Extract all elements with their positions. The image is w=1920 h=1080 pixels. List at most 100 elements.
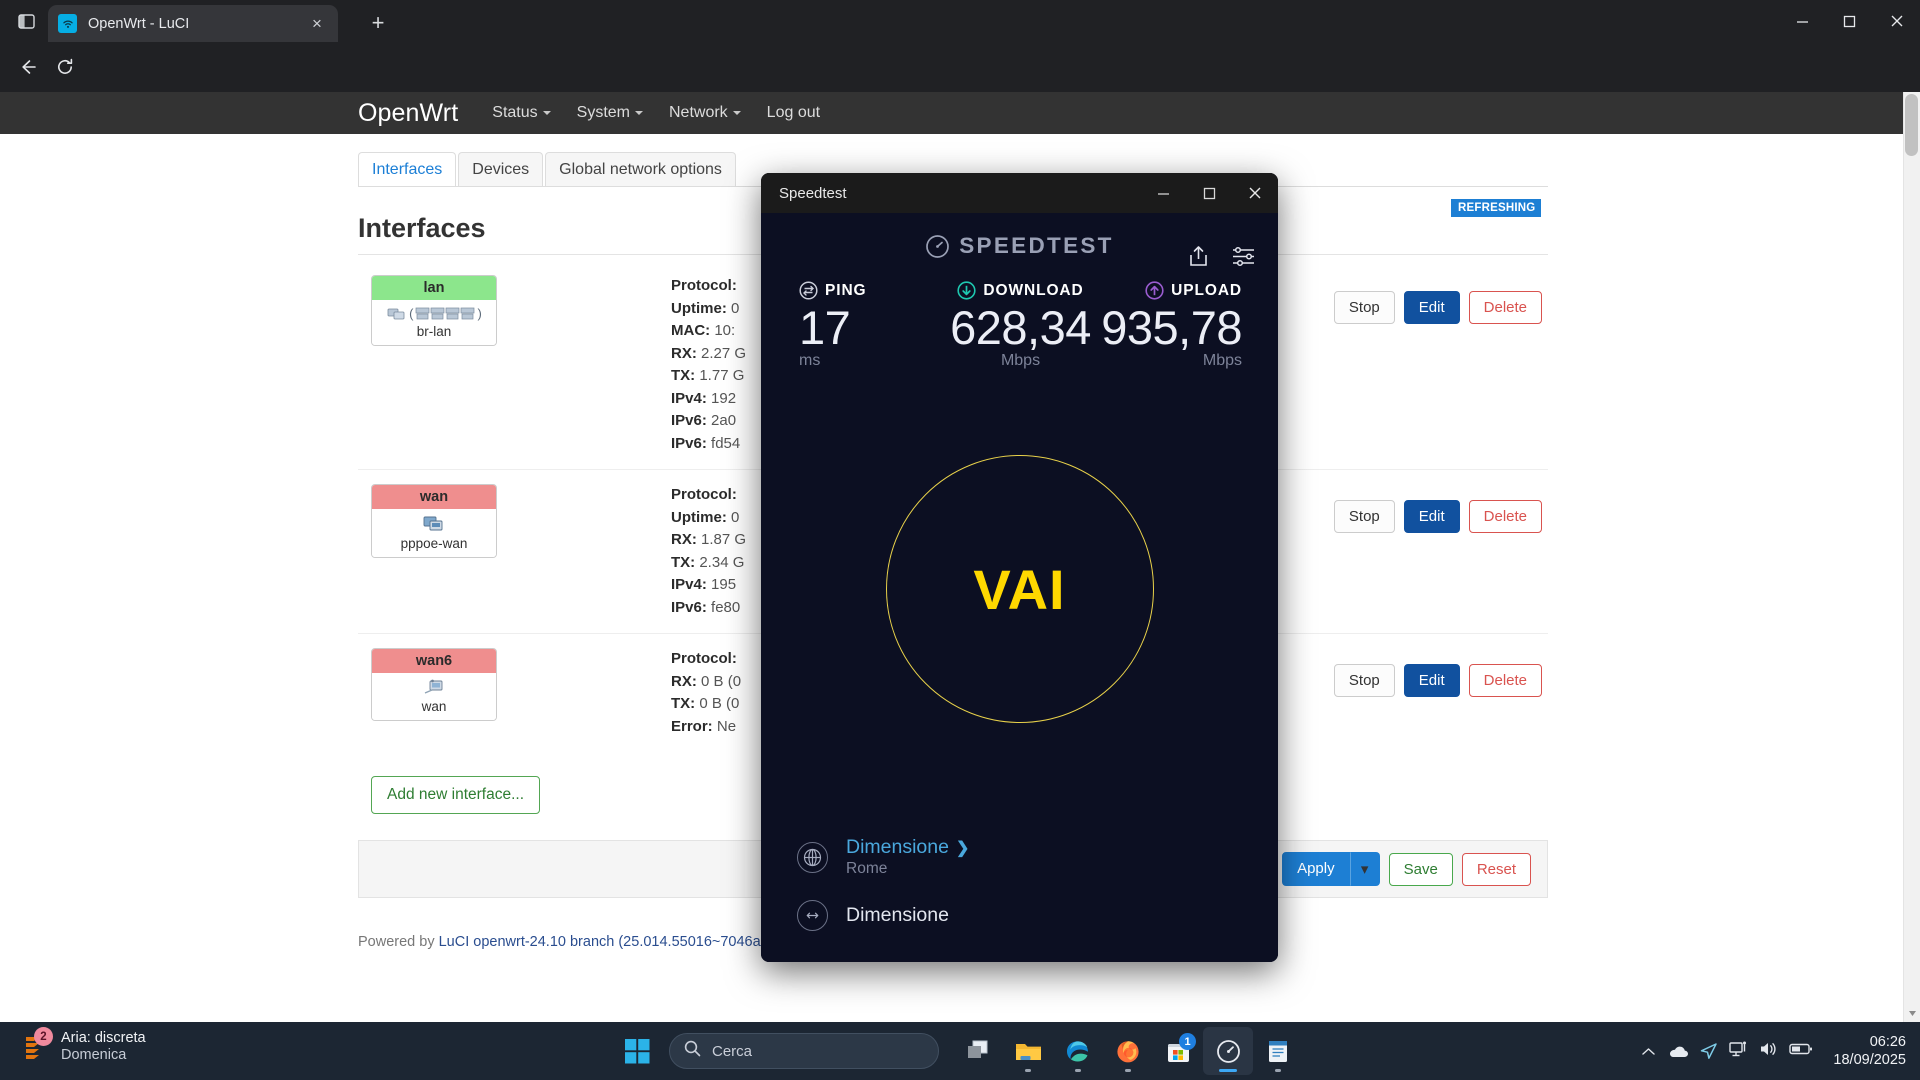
detail-key: TX: bbox=[671, 695, 696, 712]
server-label: Dimensione bbox=[846, 836, 949, 858]
minimize-icon[interactable] bbox=[1140, 173, 1186, 213]
server-row[interactable]: Dimensione ❯ Rome bbox=[797, 828, 1242, 886]
stop-button[interactable]: Stop bbox=[1333, 500, 1395, 533]
luci-tab-bar: Interfaces Devices Global network option… bbox=[358, 134, 1548, 187]
speedtest-go-gauge[interactable]: VAI bbox=[885, 455, 1154, 723]
scroll-down-arrow-icon[interactable] bbox=[1904, 1005, 1920, 1022]
apply-dropdown-icon[interactable]: ▾ bbox=[1349, 852, 1380, 886]
interface-row: lan ( ) br-lan Proto bbox=[358, 261, 1548, 470]
windows-start-icon[interactable] bbox=[613, 1027, 661, 1075]
firefox-icon[interactable] bbox=[1103, 1027, 1153, 1075]
interface-card-wan[interactable]: wan pppoe-wan bbox=[371, 484, 497, 558]
volume-icon[interactable] bbox=[1759, 1040, 1779, 1063]
system-tray: 06:26 18/09/2025 bbox=[1633, 1022, 1906, 1080]
page-scrollbar[interactable] bbox=[1903, 92, 1920, 1022]
task-view-icon[interactable] bbox=[953, 1027, 1003, 1075]
clock-date: 18/09/2025 bbox=[1833, 1052, 1906, 1068]
interface-name-badge: wan6 bbox=[372, 649, 496, 673]
detail-key: Uptime: bbox=[671, 299, 727, 317]
notepad-icon[interactable] bbox=[1253, 1027, 1303, 1075]
battery-icon[interactable] bbox=[1789, 1042, 1813, 1061]
back-arrow-icon[interactable] bbox=[10, 50, 44, 84]
apply-button[interactable]: Apply bbox=[1282, 852, 1350, 886]
detail-value: fd54 bbox=[711, 434, 741, 452]
chevron-down-icon bbox=[542, 111, 551, 115]
openwrt-brand[interactable]: OpenWrt bbox=[358, 98, 459, 127]
interface-details-wan: Protocol: Uptime: 0 RX: 1.87 G TX: 2.34 … bbox=[671, 484, 746, 619]
taskbar-clock[interactable]: 06:26 18/09/2025 bbox=[1833, 1033, 1906, 1069]
nav-item-status[interactable]: Status bbox=[492, 104, 551, 122]
clock-time: 06:26 bbox=[1869, 1034, 1906, 1050]
tray-quick-settings[interactable] bbox=[1723, 1031, 1819, 1071]
detail-value: 2a0 bbox=[711, 412, 737, 429]
openwrt-favicon-icon bbox=[58, 14, 77, 33]
tab-close-icon[interactable]: × bbox=[312, 14, 322, 33]
detail-key: Protocol: bbox=[671, 486, 737, 503]
leaf-icon: 2 bbox=[17, 1027, 53, 1064]
location-arrow-icon[interactable] bbox=[1693, 1031, 1723, 1071]
stat-label: PING bbox=[825, 281, 867, 299]
nav-item-system[interactable]: System bbox=[577, 104, 643, 122]
maximize-icon[interactable] bbox=[1826, 0, 1873, 42]
speedtest-logo-text: SPEEDTEST bbox=[959, 233, 1114, 258]
delete-button[interactable]: Delete bbox=[1468, 664, 1542, 697]
detail-value: 1.77 G bbox=[699, 367, 745, 384]
status-badge: REFRESHING bbox=[1451, 199, 1542, 217]
settings-sliders-icon[interactable] bbox=[1232, 246, 1256, 272]
detail-key: RX: bbox=[671, 344, 697, 362]
edge-icon[interactable] bbox=[1053, 1027, 1103, 1075]
speedtest-header-actions bbox=[1188, 245, 1256, 273]
file-explorer-icon[interactable] bbox=[1003, 1027, 1053, 1075]
detail-value: Ne bbox=[716, 717, 737, 735]
edit-button[interactable]: Edit bbox=[1403, 291, 1460, 324]
weather-widget[interactable]: 2 Aria: discreta Domenica bbox=[17, 1027, 146, 1064]
chevron-right-icon[interactable]: ❯ bbox=[955, 839, 970, 857]
speedtest-header: SPEEDTEST bbox=[761, 213, 1278, 267]
tab-interfaces[interactable]: Interfaces bbox=[358, 152, 457, 187]
browser-tab[interactable]: OpenWrt - LuCI × bbox=[48, 5, 338, 42]
close-icon[interactable] bbox=[1232, 173, 1278, 213]
reload-icon[interactable] bbox=[48, 50, 82, 84]
new-tab-button[interactable]: + bbox=[371, 10, 385, 35]
save-button[interactable]: Save bbox=[1388, 852, 1453, 886]
minimize-icon[interactable] bbox=[1779, 0, 1826, 42]
nav-item-network[interactable]: Network bbox=[669, 104, 741, 122]
connections-row[interactable]: Dimensione bbox=[797, 886, 1242, 944]
reset-button[interactable]: Reset bbox=[1461, 852, 1531, 886]
detail-key: IPv6: bbox=[671, 598, 707, 616]
share-icon[interactable] bbox=[1188, 245, 1209, 273]
tab-actions-icon[interactable] bbox=[10, 7, 42, 35]
network-icon[interactable] bbox=[1729, 1040, 1749, 1063]
scrollbar-thumb[interactable] bbox=[1905, 94, 1918, 156]
tab-devices[interactable]: Devices bbox=[458, 152, 544, 187]
luci-version-link[interactable]: LuCI openwrt-24.10 branch (25.014.55016~… bbox=[438, 934, 781, 950]
speedtest-icon[interactable] bbox=[1203, 1027, 1253, 1075]
chevron-up-icon[interactable] bbox=[1633, 1031, 1663, 1071]
interface-card-lan[interactable]: lan ( ) br-lan bbox=[371, 275, 497, 346]
nav-item-logout[interactable]: Log out bbox=[766, 104, 821, 121]
interface-details-lan: Protocol: Uptime: 0 MAC: 10: RX: 2.27 G … bbox=[671, 275, 746, 455]
edit-button[interactable]: Edit bbox=[1403, 500, 1460, 533]
onedrive-cloud-icon[interactable] bbox=[1663, 1031, 1693, 1071]
delete-button[interactable]: Delete bbox=[1468, 291, 1542, 324]
stat-ping: PING 17 ms bbox=[785, 281, 947, 370]
close-icon[interactable] bbox=[1873, 0, 1920, 42]
search-input[interactable]: Cerca bbox=[669, 1033, 939, 1069]
detail-key: IPv4: bbox=[671, 389, 707, 407]
microsoft-store-icon[interactable]: 1 bbox=[1153, 1027, 1203, 1075]
edit-button[interactable]: Edit bbox=[1403, 664, 1460, 697]
detail-value: fe80 bbox=[711, 598, 741, 616]
ethernet-device-icon bbox=[374, 678, 494, 697]
speedtest-titlebar[interactable]: Speedtest bbox=[761, 173, 1278, 213]
go-button[interactable]: VAI bbox=[973, 557, 1066, 621]
detail-value: 195 bbox=[711, 576, 737, 593]
tab-global-network-options[interactable]: Global network options bbox=[545, 152, 736, 187]
stop-button[interactable]: Stop bbox=[1333, 664, 1395, 697]
speedtest-window-controls bbox=[1140, 173, 1278, 213]
maximize-icon[interactable] bbox=[1186, 173, 1232, 213]
stop-button[interactable]: Stop bbox=[1333, 291, 1395, 324]
delete-button[interactable]: Delete bbox=[1468, 500, 1542, 533]
interface-card-wan6[interactable]: wan6 wan bbox=[371, 648, 497, 721]
add-new-interface-button[interactable]: Add new interface... bbox=[371, 776, 540, 814]
taskbar-apps: 1 bbox=[953, 1027, 1303, 1075]
